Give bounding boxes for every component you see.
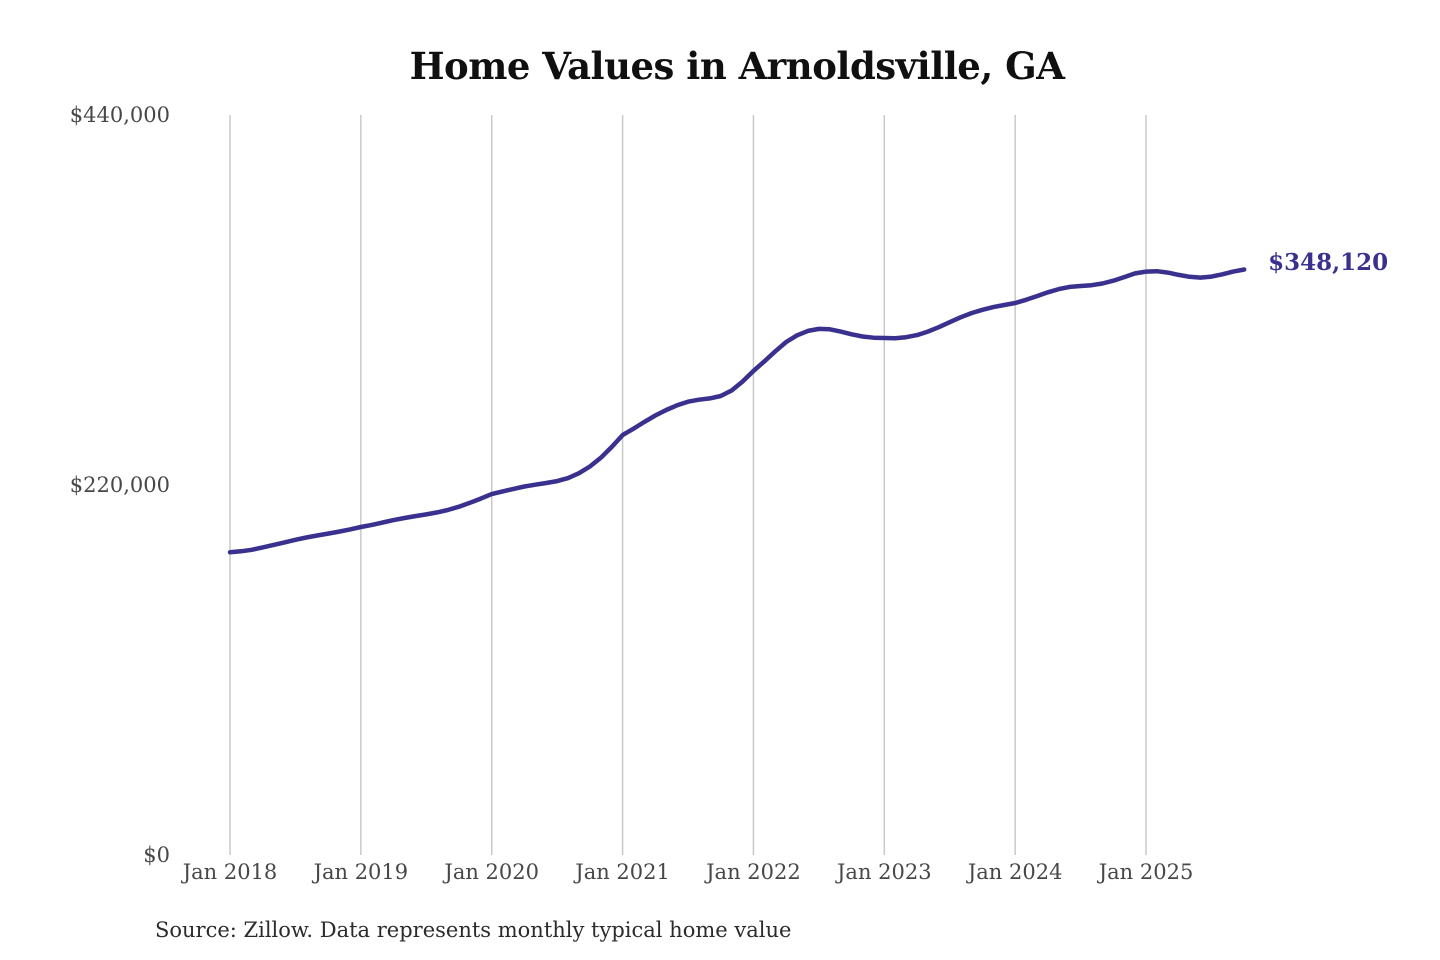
gridlines-group [229, 115, 1147, 855]
y-axis-tick-label: $440,000 [70, 103, 170, 127]
latest-value-label: $348,120 [1268, 249, 1388, 276]
x-axis-tick-label: Jan 2020 [442, 860, 539, 884]
chart-title: Home Values in Arnoldsville, GA [409, 44, 1065, 88]
home-value-series-line [227, 267, 1247, 555]
x-axis-tick-label: Jan 2021 [573, 860, 670, 884]
x-axis-tick-labels: Jan 2018 Jan 2019 Jan 2020 Jan 2021 Jan 2022… [181, 860, 1194, 884]
x-axis-tick-label: Jan 2022 [704, 860, 801, 884]
source-note: Source: Zillow. Data represents monthly … [155, 918, 792, 942]
y-axis-tick-label: $220,000 [70, 473, 170, 497]
x-axis-tick-label: Jan 2023 [835, 860, 932, 884]
y-axis-tick-label: $0 [143, 843, 170, 867]
x-axis-tick-label: Jan 2024 [966, 860, 1063, 884]
x-axis-tick-label: Jan 2018 [181, 860, 278, 884]
x-axis-tick-label: Jan 2019 [312, 860, 409, 884]
y-axis-tick-labels: $0 $220,000 $440,000 [70, 103, 170, 867]
x-axis-tick-label: Jan 2025 [1097, 860, 1194, 884]
